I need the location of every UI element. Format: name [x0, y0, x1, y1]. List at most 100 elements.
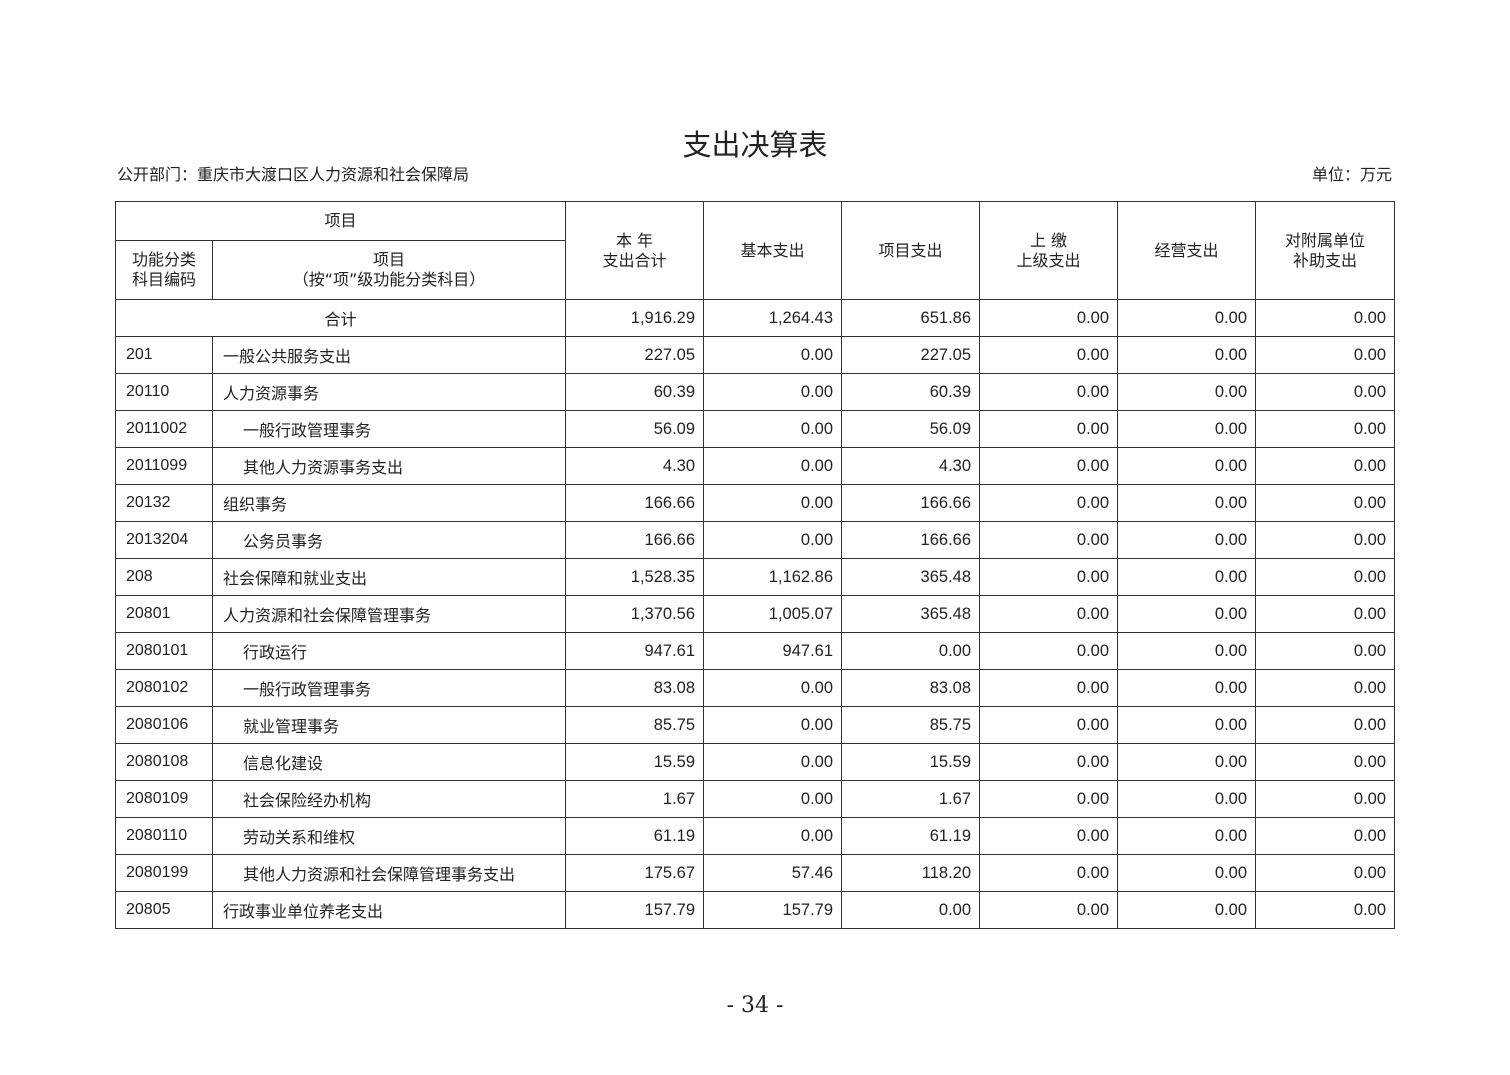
amount-cell: 0.00 [703, 743, 843, 781]
amount-cell: 0.00 [703, 706, 843, 744]
header-upper: 上 缴 上级支出 [979, 201, 1119, 300]
amount-cell: 56.09 [565, 410, 705, 448]
subject-name: 行政运行 [211, 632, 567, 670]
subject-name: 一般公共服务支出 [211, 336, 567, 374]
amount-cell: 0.00 [703, 521, 843, 559]
table-row: 20132 组织事务 166.66 0.00 166.66 0.00 0.00 0.00 [115, 484, 1396, 522]
amount-cell: 0.00 [703, 484, 843, 522]
amount-cell: 0.00 [979, 743, 1119, 781]
amount-cell: 0.00 [1255, 447, 1396, 485]
subject-name: 社会保障和就业支出 [211, 558, 567, 596]
subject-code: 20132 [115, 484, 213, 522]
amount-cell: 1.67 [565, 780, 705, 818]
amount-cell: 0.00 [1117, 706, 1257, 744]
amount-cell: 0.00 [979, 484, 1119, 522]
subject-name: 一般行政管理事务 [211, 410, 567, 448]
amount-cell: 60.39 [565, 373, 705, 411]
subject-name: 信息化建设 [211, 743, 567, 781]
table-row: 2080199 其他人力资源和社会保障管理事务支出 175.67 57.46 118.2… [115, 854, 1396, 892]
amount-cell: 4.30 [841, 447, 981, 485]
subject-code: 2011002 [115, 410, 213, 448]
amount-cell: 0.00 [841, 632, 981, 670]
subject-name: 公务员事务 [211, 521, 567, 559]
amount-cell: 166.66 [565, 521, 705, 559]
amount-cell: 0.00 [1255, 669, 1396, 707]
table-row: 2080102 一般行政管理事务 83.08 0.00 83.08 0.00 0.00 0.0… [115, 669, 1396, 707]
amount-cell: 0.00 [1117, 336, 1257, 374]
subject-code: 201 [115, 336, 213, 374]
table-row: 20805 行政事业单位养老支出 157.79 157.79 0.00 0.00 0.00 0… [115, 891, 1396, 929]
amount-cell: 1,162.86 [703, 558, 843, 596]
page-number: - 34 - [726, 993, 784, 1018]
total-value: 0.00 [979, 299, 1119, 337]
amount-cell: 157.79 [703, 891, 843, 929]
amount-cell: 0.00 [1255, 336, 1396, 374]
header-basic: 基本支出 [703, 201, 843, 300]
subject-name: 其他人力资源和社会保障管理事务支出 [211, 854, 567, 892]
amount-cell: 0.00 [979, 410, 1119, 448]
amount-cell: 15.59 [841, 743, 981, 781]
total-value: 1,264.43 [703, 299, 843, 337]
amount-cell: 0.00 [703, 780, 843, 818]
amount-cell: 61.19 [565, 817, 705, 855]
amount-cell: 0.00 [979, 595, 1119, 633]
table-row: 20110 人力资源事务 60.39 0.00 60.39 0.00 0.00 0.00 [115, 373, 1396, 411]
total-row: 合计 1,916.29 1,264.43 651.86 0.00 0.00 0.… [114, 299, 1396, 337]
amount-cell: 57.46 [703, 854, 843, 892]
amount-cell: 166.66 [841, 484, 981, 522]
amount-cell: 0.00 [979, 558, 1119, 596]
amount-cell: 0.00 [1117, 484, 1257, 522]
subject-code: 2080110 [115, 817, 213, 855]
subject-code: 2011099 [115, 447, 213, 485]
table-row: 2080110 劳动关系和维权 61.19 0.00 61.19 0.00 0.00 0.00 [115, 817, 1396, 855]
amount-cell: 83.08 [565, 669, 705, 707]
subject-name: 社会保险经办机构 [211, 780, 567, 818]
amount-cell: 166.66 [841, 521, 981, 559]
amount-cell: 947.61 [565, 632, 705, 670]
subject-name: 人力资源和社会保障管理事务 [211, 595, 567, 633]
amount-cell: 0.00 [1117, 854, 1257, 892]
table-row: 2080101 行政运行 947.61 947.61 0.00 0.00 0.00 0.00 [115, 632, 1396, 670]
amount-cell: 0.00 [1255, 743, 1396, 781]
amount-cell: 365.48 [841, 595, 981, 633]
amount-cell: 0.00 [1255, 817, 1396, 855]
subject-name: 行政事业单位养老支出 [211, 891, 567, 929]
amount-cell: 1.67 [841, 780, 981, 818]
header-business: 经营支出 [1117, 201, 1257, 300]
amount-cell: 0.00 [703, 373, 843, 411]
header-item-group: 项目 [114, 201, 567, 241]
amount-cell: 0.00 [1117, 780, 1257, 818]
subject-code: 208 [115, 558, 213, 596]
amount-cell: 118.20 [841, 854, 981, 892]
subject-name: 其他人力资源事务支出 [211, 447, 567, 485]
amount-cell: 0.00 [1255, 891, 1396, 929]
amount-cell: 157.79 [565, 891, 705, 929]
subject-code: 2080106 [115, 706, 213, 744]
subject-name: 组织事务 [211, 484, 567, 522]
amount-cell: 0.00 [703, 447, 843, 485]
subject-code: 2080102 [115, 669, 213, 707]
amount-cell: 0.00 [1255, 780, 1396, 818]
amount-cell: 0.00 [1117, 743, 1257, 781]
amount-cell: 0.00 [979, 817, 1119, 855]
amount-cell: 0.00 [979, 780, 1119, 818]
amount-cell: 4.30 [565, 447, 705, 485]
amount-cell: 365.48 [841, 558, 981, 596]
amount-cell: 0.00 [1255, 484, 1396, 522]
expenditure-table: 项目 本 年 支出合计 基本支出 项目支出 上 缴 上级支出 经营支出 对附属单… [114, 201, 1396, 929]
total-label: 合计 [114, 299, 567, 337]
total-value: 0.00 [1255, 299, 1396, 337]
amount-cell: 947.61 [703, 632, 843, 670]
header-item: 项目 （按“项”级功能分类科目） [211, 240, 567, 300]
amount-cell: 0.00 [979, 373, 1119, 411]
amount-cell: 0.00 [1117, 558, 1257, 596]
subject-code: 20110 [115, 373, 213, 411]
total-value: 0.00 [1117, 299, 1257, 337]
amount-cell: 0.00 [1117, 373, 1257, 411]
amount-cell: 61.19 [841, 817, 981, 855]
amount-cell: 0.00 [979, 447, 1119, 485]
table-row: 2080108 信息化建设 15.59 0.00 15.59 0.00 0.00 0.00 [115, 743, 1396, 781]
amount-cell: 1,370.56 [565, 595, 705, 633]
amount-cell: 56.09 [841, 410, 981, 448]
table-row: 2011099 其他人力资源事务支出 4.30 0.00 4.30 0.00 0.00 0.0… [115, 447, 1396, 485]
